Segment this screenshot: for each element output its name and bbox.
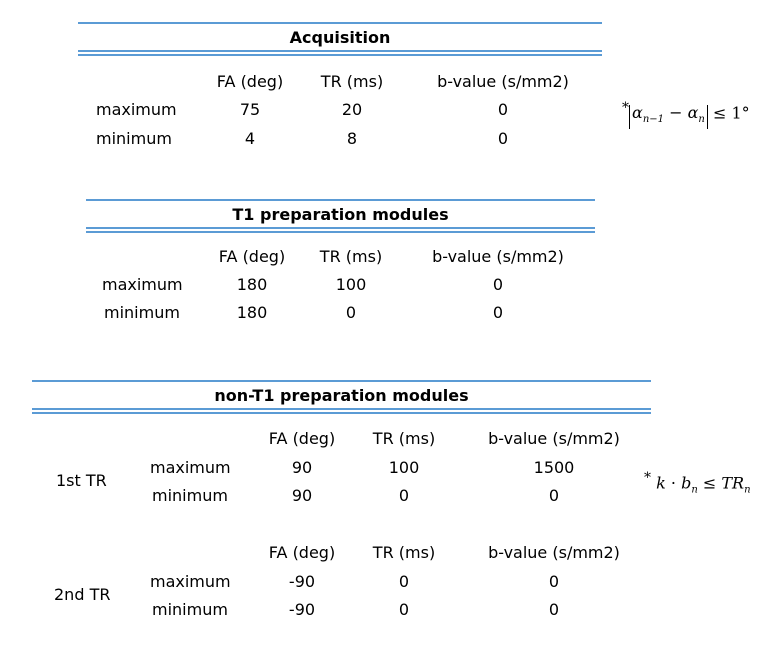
acquisition-top-rule bbox=[78, 22, 602, 24]
t1-max-tr: 100 bbox=[335, 275, 367, 294]
g2-max-b: 0 bbox=[548, 572, 560, 591]
t1-min-fa: 180 bbox=[236, 303, 268, 322]
g2-min-tr: 0 bbox=[398, 600, 410, 619]
t1-row-label-max: maximum bbox=[102, 275, 183, 294]
g2-header-fa: FA (deg) bbox=[268, 543, 336, 562]
acq-max-b: 0 bbox=[497, 100, 509, 119]
g1-header-fa: FA (deg) bbox=[268, 429, 336, 448]
acquisition-header-rule bbox=[78, 50, 602, 56]
acq-header-fa: FA (deg) bbox=[216, 72, 284, 91]
g1-group-label: 1st TR bbox=[56, 471, 107, 490]
g1-min-fa: 90 bbox=[291, 486, 313, 505]
g2-row-label-max: maximum bbox=[150, 572, 231, 591]
g2-max-tr: 0 bbox=[398, 572, 410, 591]
non-t1-prep-title: non-T1 preparation modules bbox=[214, 386, 469, 405]
g2-min-fa: -90 bbox=[288, 600, 316, 619]
acq-row-label-min: minimum bbox=[96, 129, 172, 148]
t1-min-tr: 0 bbox=[345, 303, 357, 322]
t1-header-tr: TR (ms) bbox=[319, 247, 383, 266]
g1-max-fa: 90 bbox=[291, 458, 313, 477]
acq-header-tr: TR (ms) bbox=[320, 72, 384, 91]
diffusion-tr-constraint: * k · bn ≤ TRn bbox=[644, 470, 751, 496]
t1-header-fa: FA (deg) bbox=[218, 247, 286, 266]
t1-max-b: 0 bbox=[492, 275, 504, 294]
g1-row-label-max: maximum bbox=[150, 458, 231, 477]
acq-min-tr: 8 bbox=[346, 129, 358, 148]
acq-min-fa: 4 bbox=[244, 129, 256, 148]
non-t1-header-rule bbox=[32, 408, 651, 414]
acq-max-tr: 20 bbox=[341, 100, 363, 119]
acq-min-b: 0 bbox=[497, 129, 509, 148]
g1-max-tr: 100 bbox=[388, 458, 420, 477]
g1-header-b: b-value (s/mm2) bbox=[488, 429, 620, 448]
g2-group-label: 2nd TR bbox=[54, 585, 111, 604]
acq-flip-angle-constraint: * αn−1 − αn ≤ 1° bbox=[622, 100, 750, 129]
t1-prep-title: T1 preparation modules bbox=[232, 205, 449, 224]
g2-min-b: 0 bbox=[548, 600, 560, 619]
t1-row-label-min: minimum bbox=[104, 303, 180, 322]
t1-min-b: 0 bbox=[492, 303, 504, 322]
g1-row-label-min: minimum bbox=[152, 486, 228, 505]
g2-header-b: b-value (s/mm2) bbox=[488, 543, 620, 562]
t1-max-fa: 180 bbox=[236, 275, 268, 294]
t1-header-rule bbox=[86, 227, 595, 233]
g1-min-tr: 0 bbox=[398, 486, 410, 505]
g1-min-b: 0 bbox=[548, 486, 560, 505]
acq-row-label-max: maximum bbox=[96, 100, 177, 119]
g1-header-tr: TR (ms) bbox=[372, 429, 436, 448]
acquisition-title: Acquisition bbox=[289, 28, 391, 47]
g1-max-b: 1500 bbox=[533, 458, 575, 477]
t1-top-rule bbox=[86, 199, 595, 201]
g2-header-tr: TR (ms) bbox=[372, 543, 436, 562]
g2-row-label-min: minimum bbox=[152, 600, 228, 619]
acq-header-b: b-value (s/mm2) bbox=[437, 72, 569, 91]
non-t1-top-rule bbox=[32, 380, 651, 382]
t1-header-b: b-value (s/mm2) bbox=[432, 247, 564, 266]
g2-max-fa: -90 bbox=[288, 572, 316, 591]
acq-max-fa: 75 bbox=[239, 100, 261, 119]
